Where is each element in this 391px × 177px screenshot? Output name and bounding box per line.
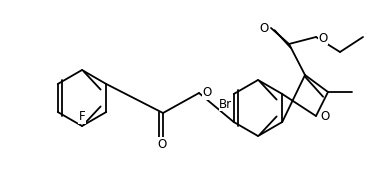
Text: Br: Br [219,98,232,110]
Text: O: O [203,87,212,99]
Text: F: F [79,110,85,124]
Text: O: O [157,138,167,150]
Text: O: O [320,110,330,124]
Text: O: O [259,22,269,36]
Text: O: O [318,32,328,44]
